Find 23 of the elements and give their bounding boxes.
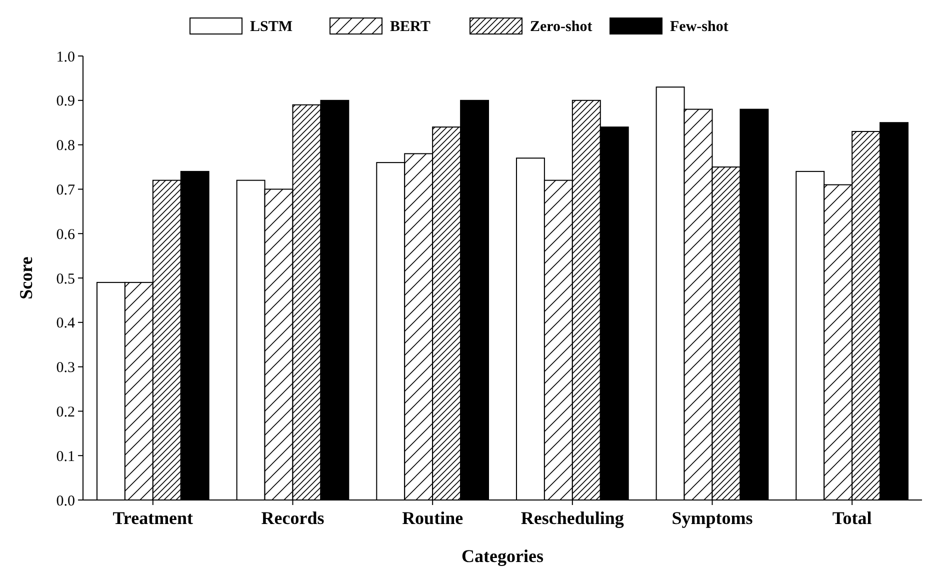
y-tick-label: 1.0 [56,49,75,66]
y-axis-title: Score [16,256,36,300]
legend-label: Few-shot [670,19,728,35]
x-tick-label: Records [261,508,324,528]
y-tick-label: 0.8 [56,138,75,154]
y-tick-label: 0.1 [56,448,75,465]
y-tick-label: 0.9 [56,94,75,110]
y-tick-label: 0.2 [56,404,75,420]
y-tick-label: 0.7 [56,182,76,198]
legend-label: BERT [390,19,430,35]
y-tick-label: 0.6 [56,226,76,243]
x-tick-label: Treatment [112,508,194,528]
y-tick-label: 0.3 [56,360,75,376]
legend-label: Zero-shot [530,19,592,35]
legend-label: LSTM [250,19,293,35]
x-axis-title: Categories [462,546,544,566]
y-tick-label: 0.5 [56,271,75,288]
x-tick-label: Symptoms [672,508,753,528]
x-tick-label: Rescheduling [520,508,624,528]
y-tick-label: 0.4 [56,316,76,332]
x-tick-label: Routine [402,508,464,528]
y-tick-label: 0.0 [56,493,75,510]
x-tick-label: Total [832,508,872,528]
